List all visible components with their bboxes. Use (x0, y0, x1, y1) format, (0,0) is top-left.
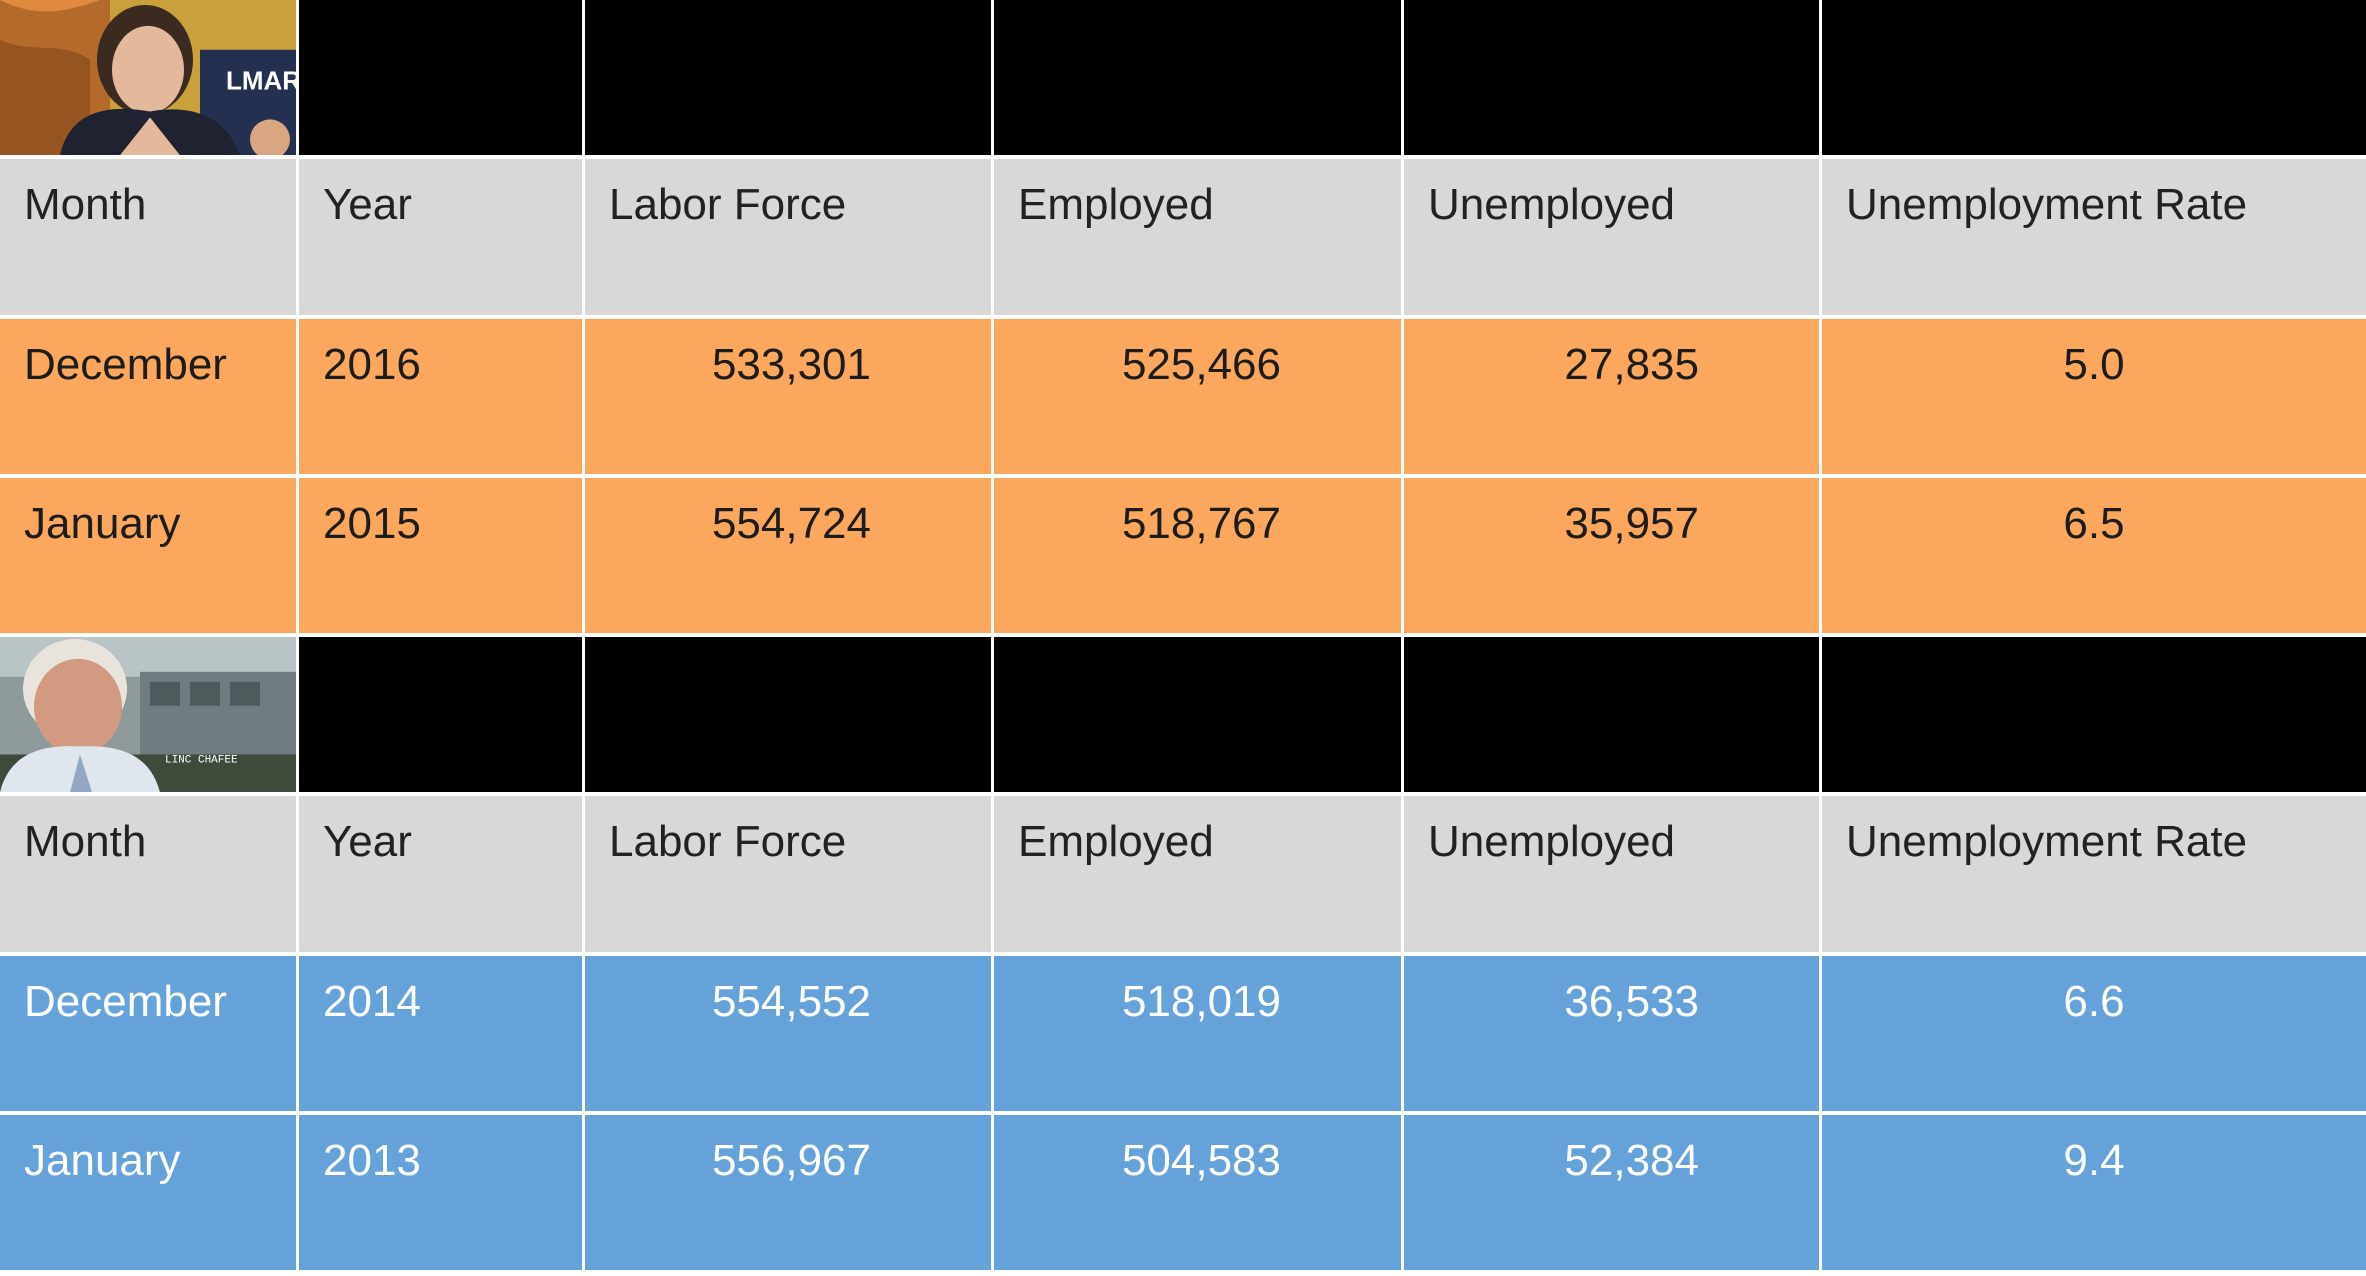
cell-employed: 504,583 (994, 1114, 1401, 1270)
cell-unemployed: 36,533 (1404, 955, 1819, 1111)
column-header-unemployment-rate: Unemployment Rate (1822, 796, 2366, 952)
band-cell (585, 0, 991, 156)
band-cell (994, 637, 1401, 793)
column-header-month: Month (0, 796, 296, 952)
cell-year: 2016 (299, 318, 582, 474)
cell-labor-force: 554,552 (585, 955, 991, 1111)
cell-month: January (0, 1114, 296, 1270)
cell-unemployed: 52,384 (1404, 1114, 1819, 1270)
column-header-month: Month (0, 159, 296, 315)
portrait-woman-image: LMAR (0, 0, 296, 156)
column-header-unemployed: Unemployed (1404, 796, 1819, 952)
cell-unemployed: 27,835 (1404, 318, 1819, 474)
cell-unemployment-rate: 6.5 (1822, 477, 2366, 633)
column-header-employed: Employed (994, 159, 1401, 315)
cell-year: 2014 (299, 955, 582, 1111)
cell-unemployment-rate: 6.6 (1822, 955, 2366, 1111)
column-header-year: Year (299, 159, 582, 315)
band-cell (299, 0, 582, 156)
cell-employed: 525,466 (994, 318, 1401, 474)
column-header-unemployed: Unemployed (1404, 159, 1819, 315)
cell-unemployed: 35,957 (1404, 477, 1819, 633)
cell-month: December (0, 318, 296, 474)
banner-text: LMAR (226, 68, 296, 96)
cell-unemployment-rate: 9.4 (1822, 1114, 2366, 1270)
cell-employed: 518,767 (994, 477, 1401, 633)
cell-labor-force: 533,301 (585, 318, 991, 474)
band-cell (1822, 0, 2366, 156)
cell-month: January (0, 477, 296, 633)
cell-employed: 518,019 (994, 955, 1401, 1111)
cell-unemployment-rate: 5.0 (1822, 318, 2366, 474)
photo-caption: LINC CHAFEE (165, 754, 238, 766)
band-cell (1404, 637, 1819, 793)
cell-month: December (0, 955, 296, 1111)
band-cell (994, 0, 1401, 156)
governor-photo-2: LINC CHAFEE (0, 637, 296, 793)
column-header-unemployment-rate: Unemployment Rate (1822, 159, 2366, 315)
column-header-year: Year (299, 796, 582, 952)
governor-photo-1: LMAR (0, 0, 296, 156)
column-header-labor-force: Labor Force (585, 796, 991, 952)
cell-labor-force: 554,724 (585, 477, 991, 633)
column-header-employed: Employed (994, 796, 1401, 952)
column-header-labor-force: Labor Force (585, 159, 991, 315)
portrait-man-image: LINC CHAFEE (0, 637, 296, 793)
cell-year: 2015 (299, 477, 582, 633)
cell-labor-force: 556,967 (585, 1114, 991, 1270)
band-cell (1404, 0, 1819, 156)
band-cell (585, 637, 991, 793)
band-cell (299, 637, 582, 793)
cell-year: 2013 (299, 1114, 582, 1270)
band-cell (1822, 637, 2366, 793)
